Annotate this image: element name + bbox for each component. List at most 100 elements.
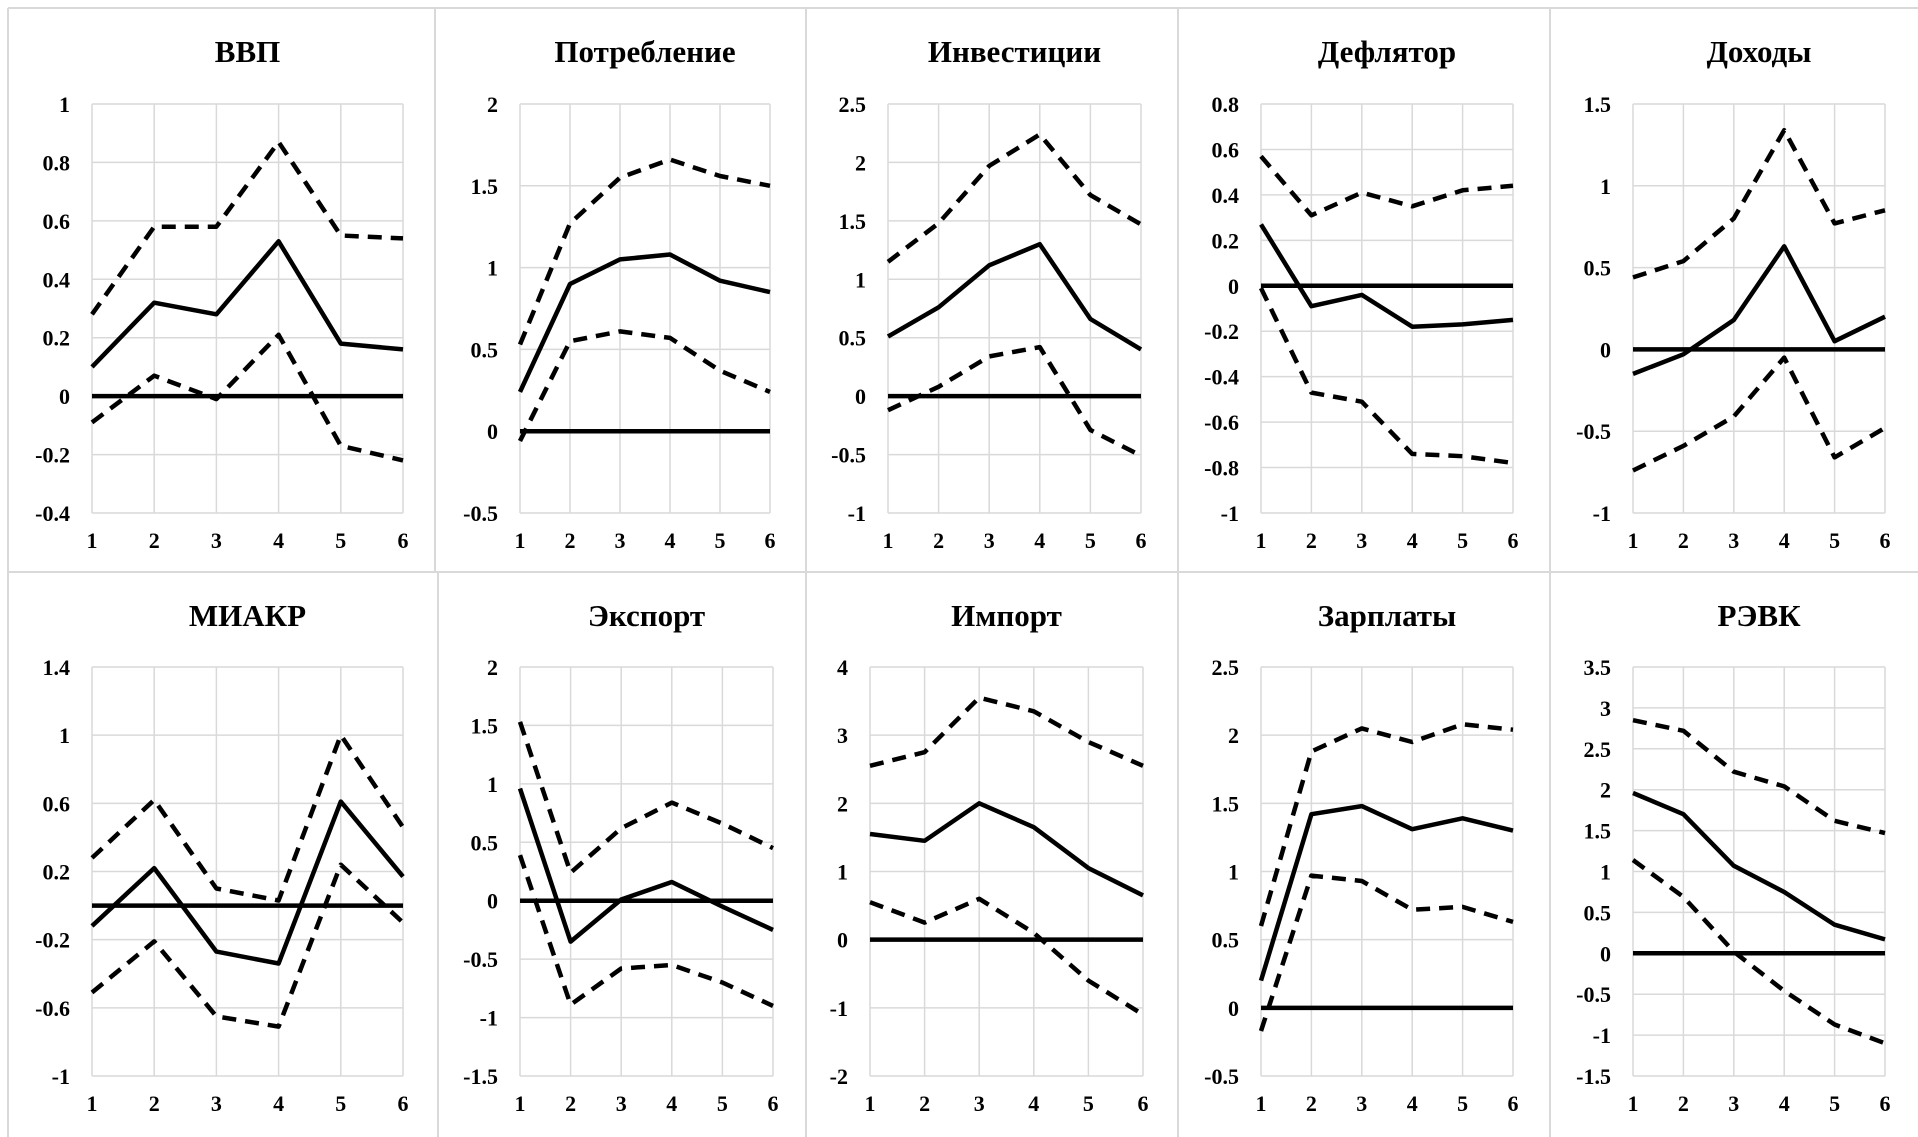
chart-title: Потребление [554, 34, 735, 69]
response-line [1632, 790, 1886, 942]
y-tick-label: 1 [59, 92, 70, 117]
y-tick-label: -0.5 [463, 947, 498, 972]
x-tick-label: 5 [1457, 528, 1468, 553]
y-tick-label: 2 [1600, 778, 1611, 803]
x-tick-label: 1 [865, 1091, 876, 1116]
y-tick-label: 1 [59, 723, 70, 748]
lower-bound-line [90, 862, 405, 1029]
y-tick-label: 0 [855, 384, 866, 409]
y-tick-label: 1.4 [43, 655, 71, 680]
lower-bound-line [1258, 873, 1514, 1032]
x-tick-label: 2 [919, 1091, 930, 1116]
response-line [517, 787, 774, 944]
y-tick-label: 0.4 [1212, 183, 1240, 208]
y-tick-label: 0 [1228, 996, 1239, 1021]
y-tick-label: -1 [1593, 1023, 1611, 1048]
x-tick-label: 3 [616, 1091, 627, 1116]
x-tick-label: 4 [1779, 528, 1790, 553]
y-tick-label: 2 [837, 791, 848, 816]
y-tick-label: -0.5 [463, 501, 498, 526]
response-line [1259, 223, 1514, 329]
chart-title: Инвестиции [928, 34, 1101, 69]
x-tick-label: 6 [1508, 528, 1519, 553]
x-tick-label: 4 [1407, 528, 1418, 553]
chart-panel-2: Потребление 2 1.5 1 0.5 0 -0.5 1 2 3 4 5 6 [463, 34, 775, 553]
x-tick-label: 4 [1779, 1091, 1790, 1116]
y-tick-label: -0.4 [1204, 365, 1239, 390]
x-tick-label: 3 [211, 1091, 222, 1116]
x-tick-label: 6 [398, 528, 409, 553]
upper-bound-line [90, 139, 404, 316]
y-tick-label: 0.5 [471, 337, 499, 362]
x-tick-label: 1 [515, 1091, 526, 1116]
y-tick-label: 0.5 [471, 830, 499, 855]
y-tick-label: -1 [52, 1064, 70, 1089]
x-tick-label: 5 [1457, 1091, 1468, 1116]
x-tick-label: 5 [717, 1091, 728, 1116]
y-tick-label: -1 [830, 996, 848, 1021]
y-tick-label: -0.5 [1576, 419, 1611, 444]
response-line [1258, 803, 1514, 982]
y-tick-label: -0.2 [35, 928, 70, 953]
y-tick-label: 0.2 [1212, 228, 1240, 253]
lower-bound-line [517, 329, 771, 443]
x-tick-label: 4 [1028, 1091, 1039, 1116]
response-line [90, 239, 404, 369]
x-tick-label: 4 [1407, 1091, 1418, 1116]
y-tick-label: 0.8 [43, 150, 71, 175]
y-tick-label: 1.5 [1584, 819, 1612, 844]
panel-borders [7, 7, 1918, 1137]
chart-title: Импорт [951, 598, 1062, 633]
upper-bound-line [1632, 127, 1886, 280]
lower-bound-line [90, 332, 404, 463]
y-tick-label: 0.4 [43, 267, 71, 292]
y-tick-label: 0.2 [43, 326, 71, 351]
x-tick-label: 6 [398, 1091, 409, 1116]
y-tick-label: 0.8 [1212, 92, 1240, 117]
upper-bound-line [1632, 717, 1886, 836]
y-tick-label: 0 [487, 419, 498, 444]
x-tick-label: 1 [883, 528, 894, 553]
y-tick-label: 2 [1228, 723, 1239, 748]
response-line [517, 252, 771, 393]
x-tick-label: 5 [1829, 528, 1840, 553]
x-tick-label: 6 [1508, 1091, 1519, 1116]
x-tick-label: 1 [515, 528, 526, 553]
y-tick-label: 2.5 [839, 92, 867, 117]
x-tick-label: 1 [87, 528, 98, 553]
y-tick-label: 2.5 [1212, 655, 1240, 680]
y-tick-label: 3.5 [1584, 655, 1612, 680]
y-tick-label: 1 [837, 860, 848, 885]
y-tick-label: 1 [1600, 860, 1611, 885]
y-tick-label: 0.5 [1584, 256, 1612, 281]
y-tick-label: 1.5 [471, 174, 499, 199]
lower-bound-line [1632, 355, 1887, 473]
x-tick-label: 2 [1306, 1091, 1317, 1116]
y-tick-label: 1.5 [471, 713, 499, 738]
y-tick-label: 0 [487, 889, 498, 914]
x-tick-label: 6 [1880, 1091, 1891, 1116]
y-tick-label: -1.5 [463, 1064, 498, 1089]
x-tick-label: 5 [1829, 1091, 1840, 1116]
chart-title: Экспорт [588, 598, 705, 633]
y-tick-label: 2 [855, 150, 866, 175]
x-tick-label: 3 [974, 1091, 985, 1116]
y-tick-label: 1 [1228, 860, 1239, 885]
x-tick-label: 4 [1034, 528, 1045, 553]
y-tick-label: -0.2 [1204, 319, 1239, 344]
y-tick-label: -0.5 [1204, 1064, 1239, 1089]
lower-bound-line [869, 896, 1145, 1017]
y-tick-label: 0.6 [1212, 137, 1240, 162]
x-tick-label: 6 [1880, 528, 1891, 553]
chart-panel-3: Инвестиции 2.5 2 1.5 1 0.5 0 -0.5 -1 1 2 3 4 5 6 [831, 34, 1146, 553]
x-tick-label: 6 [765, 528, 776, 553]
x-tick-label: 1 [87, 1091, 98, 1116]
x-tick-label: 5 [715, 528, 726, 553]
chart-title: Доходы [1707, 34, 1812, 69]
chart-panel-5: Доходы 1.5 1 0.5 0 -0.5 -1 1 2 3 4 5 6 [1576, 34, 1890, 553]
y-tick-label: 1 [855, 267, 866, 292]
response-line [90, 799, 405, 966]
y-tick-label: 0 [1228, 274, 1239, 299]
y-tick-label: -0.6 [1204, 410, 1239, 435]
